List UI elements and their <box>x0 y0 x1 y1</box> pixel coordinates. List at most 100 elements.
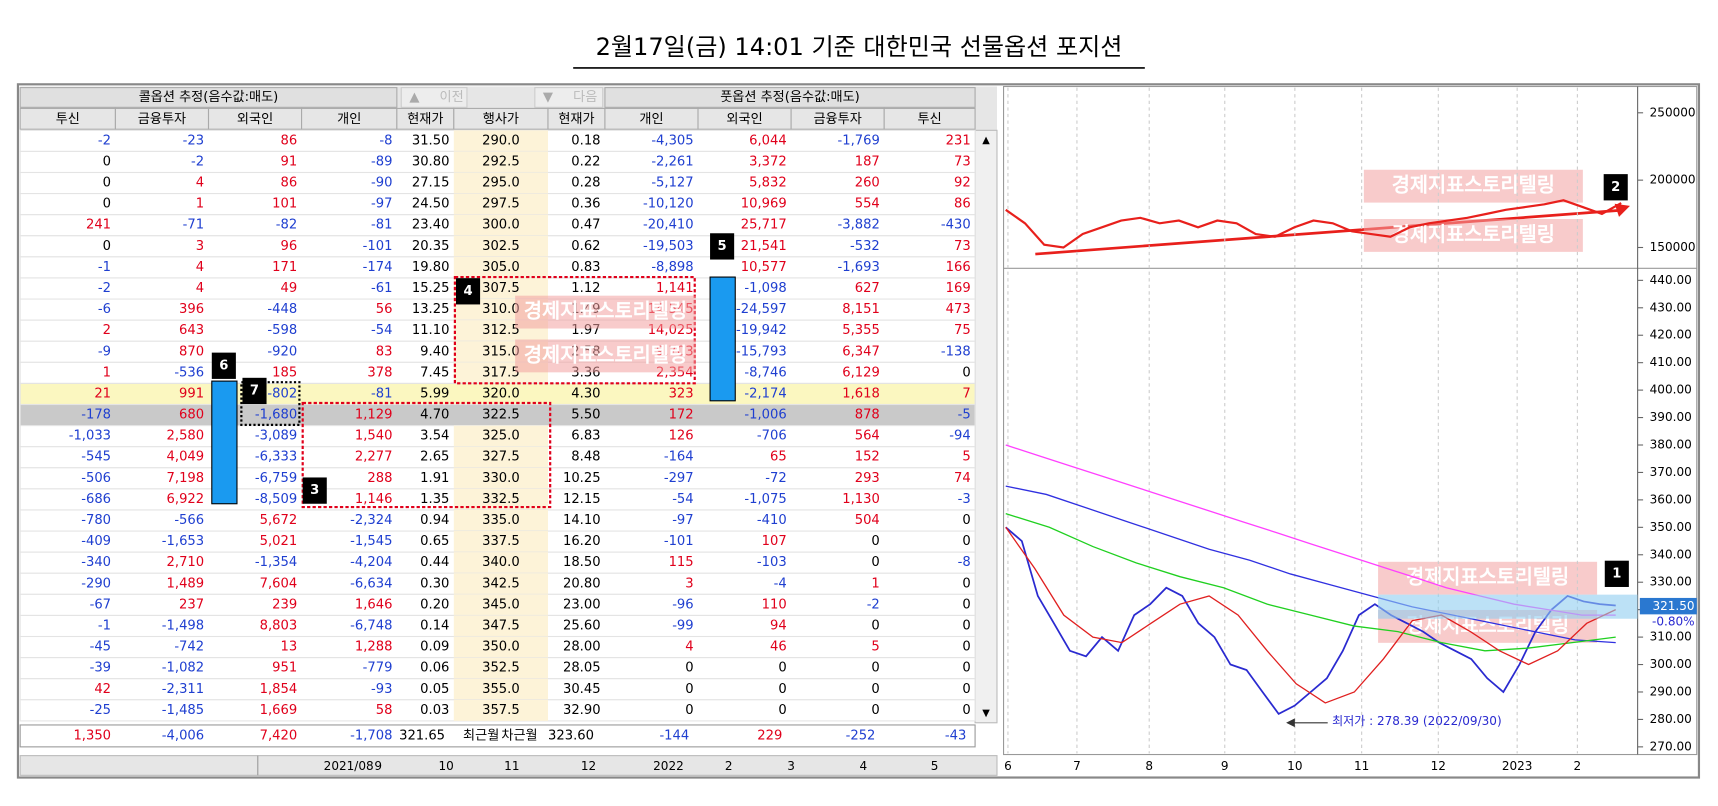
table-cell: -67 <box>90 597 111 612</box>
y-tick-label: 290.00 <box>1650 684 1692 698</box>
table-cell: -97 <box>371 197 392 212</box>
column-label: 외국인 <box>237 111 273 127</box>
table-cell: 4 <box>196 260 204 275</box>
table-cell: 25.60 <box>563 618 601 633</box>
table-cell: 352.5 <box>482 661 520 676</box>
table-cell: 0 <box>962 576 970 591</box>
table-cell: -410 <box>757 513 787 528</box>
table-cell: 0.03 <box>420 703 449 718</box>
watermark: 경제지표스토리텔링 <box>524 343 687 366</box>
table-cell: -71 <box>183 218 204 233</box>
y-tick-label: 350.00 <box>1650 520 1692 534</box>
watermark-bg <box>1363 219 1583 252</box>
strike-cell-bg <box>453 594 548 616</box>
table-cell: 0 <box>871 703 879 718</box>
table-cell: 15.25 <box>412 281 450 296</box>
table-cell: 342.5 <box>482 576 520 591</box>
scroll-down[interactable]: ▼ <box>982 708 990 719</box>
table-cell: 870 <box>179 344 204 359</box>
marker-box <box>710 233 735 260</box>
table-cell: 10,577 <box>741 260 787 275</box>
table-cell: -2,261 <box>651 154 693 169</box>
table-cell: 627 <box>855 281 880 296</box>
table-cell: 74 <box>954 471 971 486</box>
timeline-label: 5 <box>931 759 939 773</box>
total-cell: 최근월 <box>463 727 499 743</box>
strike-cell-bg <box>453 130 548 152</box>
next-icon: ▼ <box>543 90 554 105</box>
table-cell: 0 <box>778 703 786 718</box>
table-cell: 115 <box>669 555 694 570</box>
table-cell: 312.5 <box>482 323 520 338</box>
table-cell: 0 <box>103 197 111 212</box>
table-cell: 0 <box>962 534 970 549</box>
column-label: 투신 <box>56 111 80 127</box>
total-cell: 321.65 <box>399 728 445 743</box>
table-cell: -1,075 <box>744 492 786 507</box>
table-cell: 0 <box>871 618 879 633</box>
table-cell: -8,898 <box>651 260 693 275</box>
table-cell: -3,089 <box>255 429 297 444</box>
table-cell: -1 <box>98 618 111 633</box>
x-tick-label: 10 <box>1287 759 1302 773</box>
table-cell: 327.5 <box>482 450 520 465</box>
table-cell: 10,969 <box>741 197 787 212</box>
scrollbar[interactable] <box>974 129 998 724</box>
table-cell: -8,509 <box>255 492 297 507</box>
price-band <box>1378 594 1638 619</box>
total-cell: 차근월 <box>501 727 537 743</box>
table-cell: -54 <box>371 323 392 338</box>
prev-label: 이전 <box>440 89 464 105</box>
strike-cell-bg <box>453 699 548 721</box>
table-cell: -61 <box>371 281 392 296</box>
low-arrow-head <box>1286 718 1295 728</box>
table-cell: 171 <box>272 260 297 275</box>
table-cell: 56 <box>376 302 393 317</box>
table-cell: 5 <box>871 640 879 655</box>
table-cell: 0 <box>685 682 693 697</box>
total-cell: 1,350 <box>73 728 111 743</box>
table-cell: 6,044 <box>749 133 787 148</box>
table-cell: 6,129 <box>842 365 880 380</box>
series-line <box>1005 199 1622 249</box>
table-cell: -1 <box>98 260 111 275</box>
y-tick-label: 250000 <box>1650 105 1696 119</box>
table-cell: 0.44 <box>420 555 449 570</box>
table-cell: 30.80 <box>412 154 450 169</box>
table-cell: 0.18 <box>571 133 600 148</box>
table-cell: -19,503 <box>643 239 694 254</box>
table-cell: 5,832 <box>749 176 787 191</box>
table-cell: -6,634 <box>350 576 392 591</box>
table-cell: 0 <box>962 661 970 676</box>
table-cell: -8,746 <box>744 365 786 380</box>
table-cell: 4.30 <box>571 386 600 401</box>
table-cell: -598 <box>267 323 297 338</box>
table-cell: 1.12 <box>571 281 600 296</box>
table-cell: 378 <box>367 365 392 380</box>
table-cell: -45 <box>90 640 111 655</box>
trend-arrow <box>1035 208 1622 256</box>
strike-cell-bg <box>453 678 548 700</box>
table-cell: 107 <box>762 534 787 549</box>
table-cell: -2 <box>191 154 204 169</box>
x-tick-label: 9 <box>1221 759 1229 773</box>
next-label: 다음 <box>573 89 597 105</box>
column-label: 투신 <box>918 111 942 127</box>
table-cell: 305.0 <box>482 260 520 275</box>
table-cell: -706 <box>757 429 787 444</box>
table-cell: -2,174 <box>744 386 786 401</box>
table-cell: 8,803 <box>260 618 298 633</box>
total-row <box>19 724 976 748</box>
table-cell: 1,141 <box>656 281 694 296</box>
strike-cell-bg <box>453 151 548 173</box>
scroll-up[interactable]: ▲ <box>982 135 990 146</box>
table-cell: 1.35 <box>420 492 449 507</box>
column-label: 금융투자 <box>138 111 186 127</box>
table-cell: 5.50 <box>571 408 600 423</box>
table-cell: 0 <box>685 661 693 676</box>
table-cell: -5,127 <box>651 176 693 191</box>
y-tick-label: 270.00 <box>1650 739 1692 753</box>
table-cell: 0.22 <box>571 154 600 169</box>
table-cell: 152 <box>855 450 880 465</box>
table-cell: 290.0 <box>482 133 520 148</box>
